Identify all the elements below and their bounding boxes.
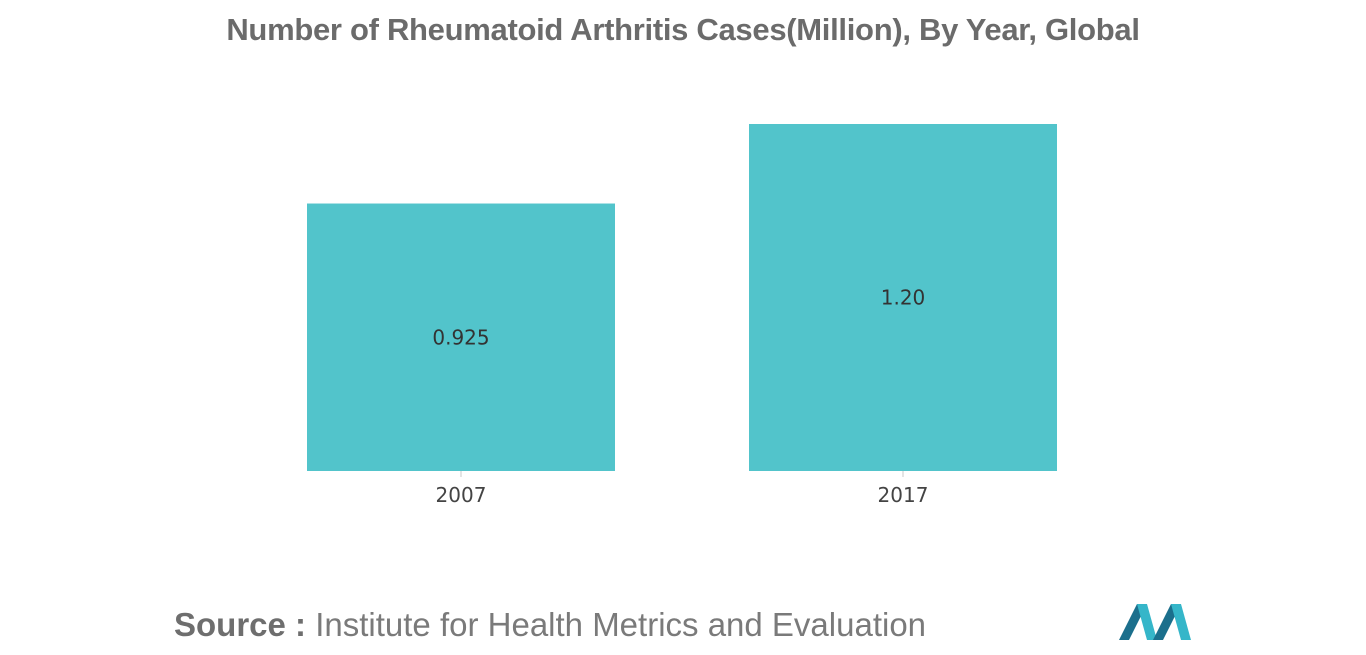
x-tick-label-2007: 2007: [436, 483, 487, 507]
bar-2017: [749, 124, 1057, 471]
source-text: Institute for Health Metrics and Evaluat…: [315, 606, 927, 643]
data-label-2017: 1.20: [881, 286, 926, 310]
chart-title: Number of Rheumatoid Arthritis Cases(Mil…: [226, 12, 1140, 47]
data-label-2007: 0.925: [432, 325, 489, 349]
bar-2007: [307, 203, 615, 472]
x-tick-label-2017: 2017: [878, 483, 929, 507]
source-prefix: Source :: [174, 606, 307, 643]
source-note: Source : Institute for Health Metrics an…: [174, 606, 926, 644]
mordor-intelligence-logo-icon: [1119, 604, 1191, 640]
